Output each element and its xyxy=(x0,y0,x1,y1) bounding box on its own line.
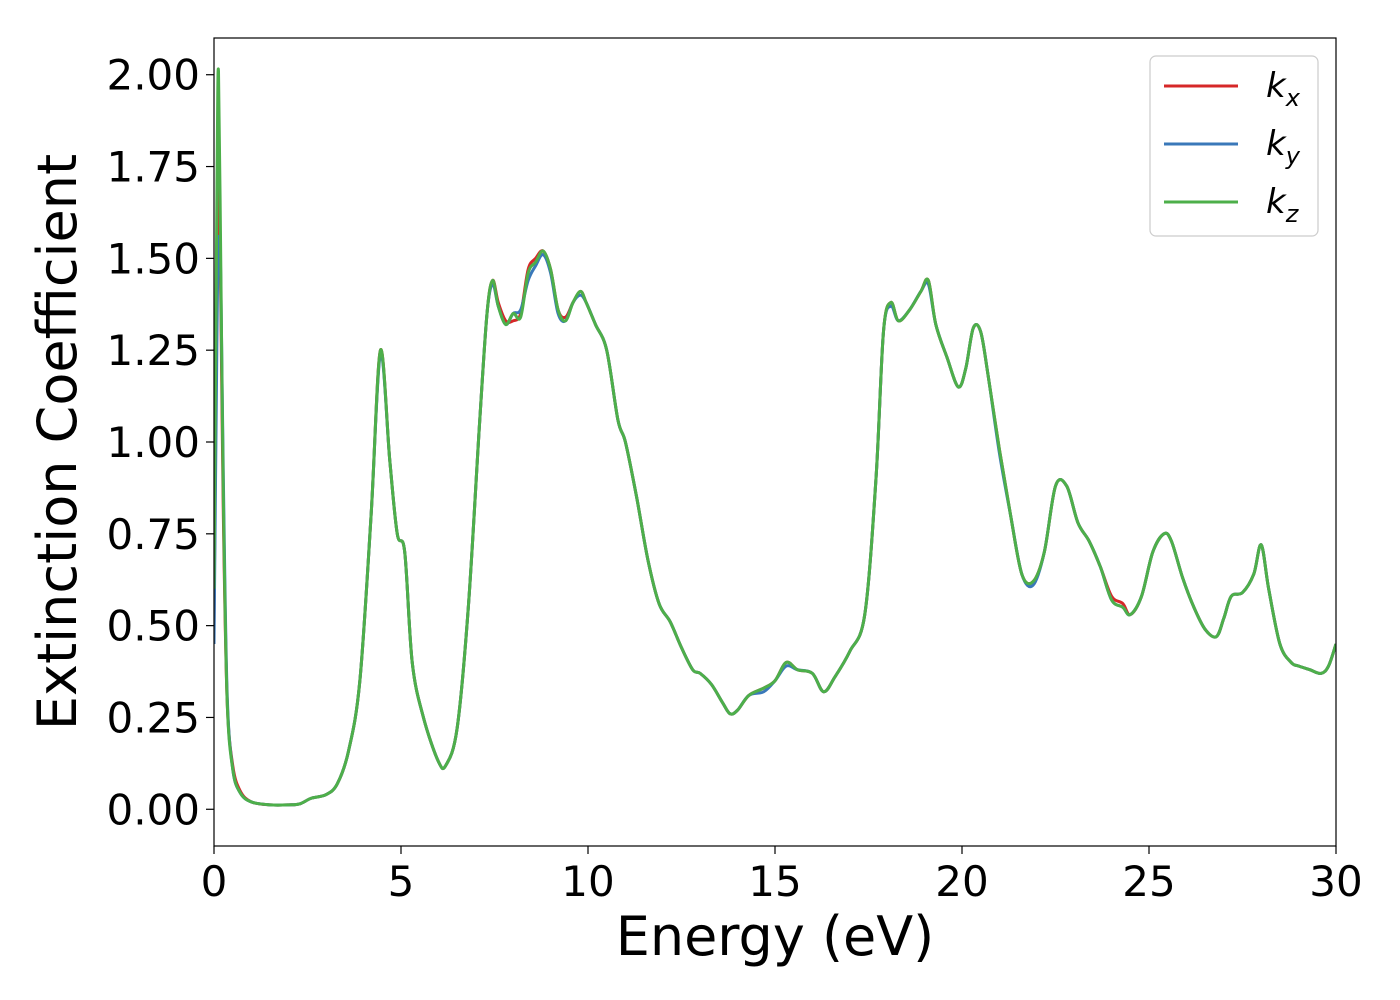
y-tick-label: 0.25 xyxy=(106,693,200,742)
legend-label-kx: kx xyxy=(1266,66,1301,112)
y-axis-title: Extinction Coefficient xyxy=(26,154,89,730)
x-tick-label: 0 xyxy=(201,857,228,906)
x-tick-label: 15 xyxy=(748,857,801,906)
plot-lines xyxy=(214,67,1336,807)
x-tick-label: 25 xyxy=(1122,857,1175,906)
y-tick-label: 0.00 xyxy=(106,785,200,834)
x-axis: 0 5 10 15 20 25 30 xyxy=(201,846,1363,906)
y-tick-label: 1.50 xyxy=(106,234,200,283)
x-tick-label: 20 xyxy=(935,857,988,906)
legend-box xyxy=(1149,55,1319,237)
legend: kx ky kz xyxy=(1149,55,1319,237)
x-tick-label: 5 xyxy=(388,857,415,906)
legend-label-kz: kz xyxy=(1266,182,1300,228)
y-tick-label: 0.75 xyxy=(106,510,200,559)
legend-label-ky: ky xyxy=(1266,124,1301,170)
y-axis: 0.00 0.25 0.50 0.75 1.00 1.25 1.50 1.75 2.00 xyxy=(106,51,214,834)
series-line-kz xyxy=(214,67,1336,807)
x-tick-label: 30 xyxy=(1309,857,1362,906)
y-tick-label: 1.25 xyxy=(106,326,200,375)
y-tick-label: 1.75 xyxy=(106,143,200,192)
x-tick-label: 10 xyxy=(561,857,614,906)
y-tick-label: 0.50 xyxy=(106,602,200,651)
y-tick-label: 2.00 xyxy=(106,51,200,100)
x-axis-title: Energy (eV) xyxy=(616,905,935,968)
y-tick-label: 1.00 xyxy=(106,418,200,467)
